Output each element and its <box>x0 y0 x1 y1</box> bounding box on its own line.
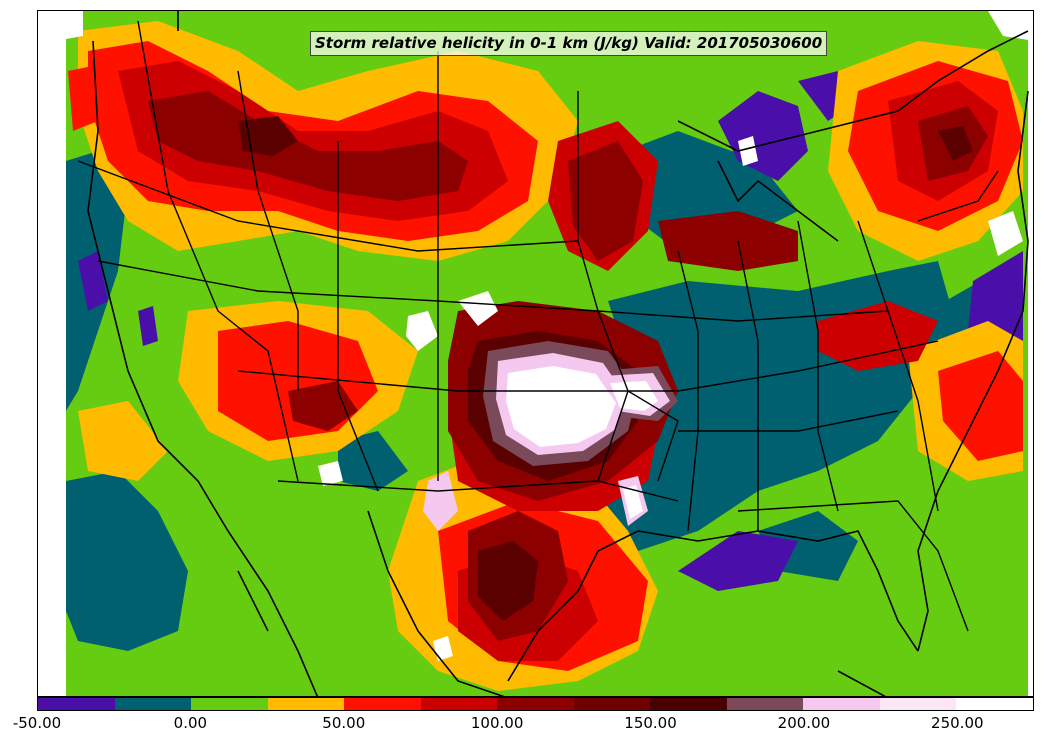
colorbar-tick-label: 100.00 <box>470 714 524 732</box>
colorbar <box>37 697 1034 711</box>
map-panel: Storm relative helicity in 0-1 km (J/kg)… <box>37 10 1034 697</box>
colorbar-tick-label: 250.00 <box>931 714 984 732</box>
colorbar-segment <box>726 698 804 710</box>
colorbar-segment <box>267 698 345 710</box>
colorbar-tick-label: 150.00 <box>624 714 677 732</box>
colorbar-segment <box>114 698 192 710</box>
white-regions <box>66 11 1033 661</box>
colorbar-segment <box>573 698 651 710</box>
coastlines <box>87 11 1029 696</box>
colorbar-segment <box>420 698 498 710</box>
colorbar-segment <box>497 698 574 710</box>
colorbar-tick-labels: -50.00 0.00 50.00 100.00 150.00 200.00 250.00 <box>0 714 1044 738</box>
colorbar-segment <box>879 698 957 710</box>
map-title: Storm relative helicity in 0-1 km (J/kg)… <box>310 31 828 56</box>
helicity-map <box>38 11 1033 696</box>
colorbar-segment <box>191 698 268 710</box>
colorbar-segment <box>38 698 115 710</box>
state-boundaries <box>77 20 999 632</box>
colorbar-tick-label: 200.00 <box>777 714 831 732</box>
colorbar-segment <box>344 698 421 710</box>
colorbar-segment <box>650 698 727 710</box>
colorbar-segment <box>956 698 1033 710</box>
colorbar-tick-label: 50.00 <box>322 714 366 732</box>
colorbar-segment <box>803 698 880 710</box>
colorbar-tick-label: -50.00 <box>12 714 62 732</box>
colorbar-tick-label: 0.00 <box>173 714 208 732</box>
